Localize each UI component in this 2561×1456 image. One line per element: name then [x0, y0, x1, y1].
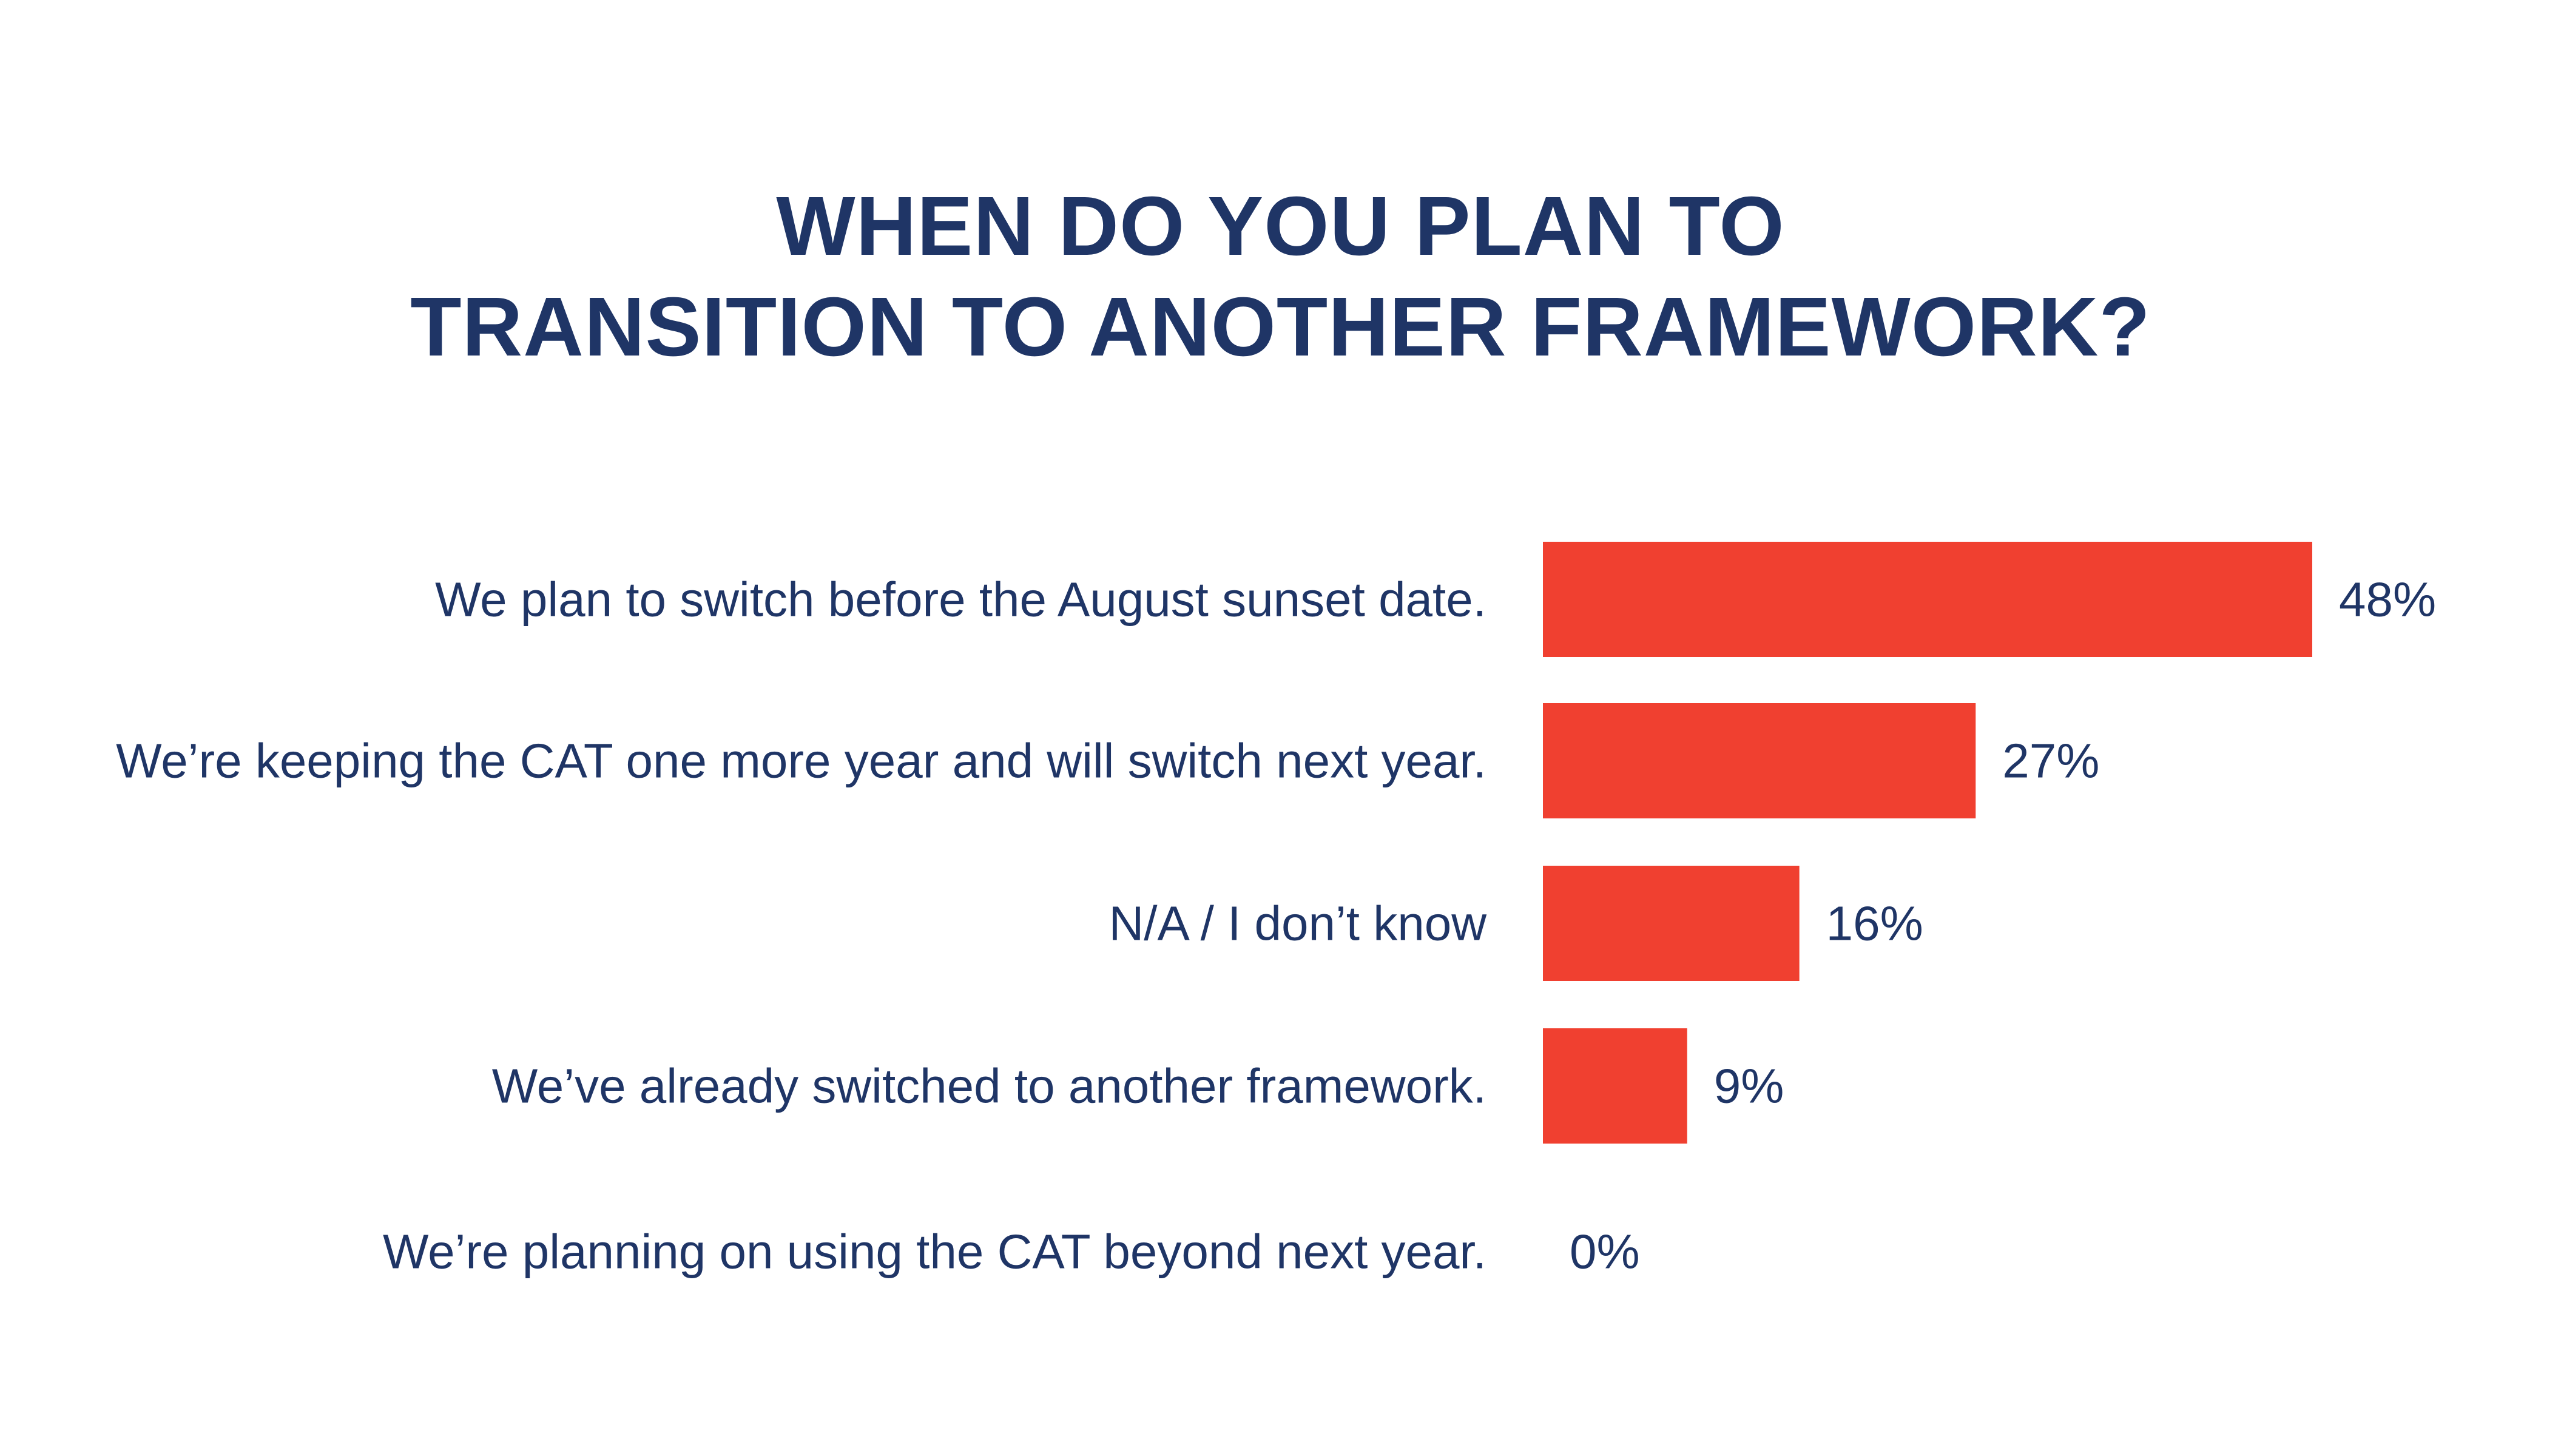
category-label: We’ve already switched to another framew… [492, 1059, 1486, 1113]
value-label: 9% [1714, 1059, 1784, 1113]
bar [1543, 703, 1976, 818]
category-label: We plan to switch before the August suns… [435, 573, 1486, 627]
value-label: 0% [1570, 1225, 1640, 1279]
chart-title-line-1: WHEN DO YOU PLAN TO [776, 180, 1785, 273]
bar [1543, 1028, 1687, 1144]
bars-group: We plan to switch before the August suns… [116, 542, 2436, 1279]
category-label: We’re planning on using the CAT beyond n… [383, 1225, 1486, 1279]
category-label: N/A / I don’t know [1108, 897, 1486, 951]
value-label: 27% [2002, 734, 2099, 788]
value-label: 16% [1826, 897, 1923, 951]
category-label: We’re keeping the CAT one more year and … [116, 734, 1486, 788]
value-label: 48% [2339, 573, 2436, 627]
bar [1543, 542, 2312, 657]
chart-title: WHEN DO YOU PLAN TO TRANSITION TO ANOTHE… [0, 176, 2561, 377]
bar [1543, 866, 1800, 981]
chart-title-line-2: TRANSITION TO ANOTHER FRAMEWORK? [410, 280, 2151, 374]
